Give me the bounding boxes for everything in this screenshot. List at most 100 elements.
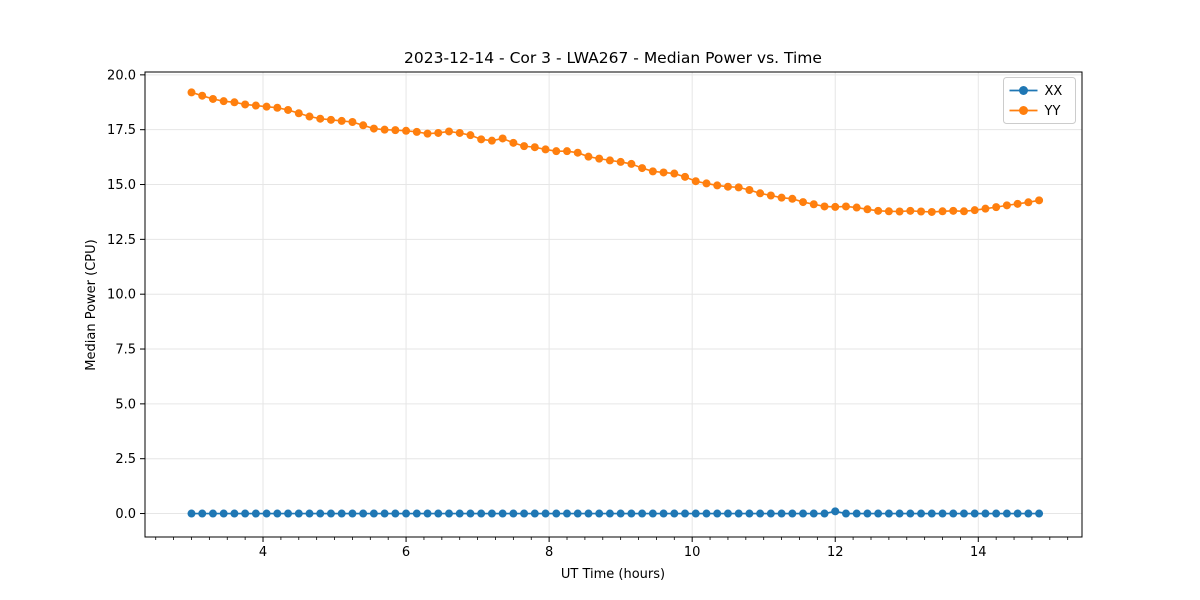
- yy-series-point: [670, 169, 679, 178]
- xx-series-point: [530, 509, 539, 518]
- yy-series-point: [766, 191, 775, 200]
- chart-title: 2023-12-14 - Cor 3 - LWA267 - Median Pow…: [404, 49, 822, 67]
- yy-series-point: [595, 154, 604, 163]
- xx-series-point: [369, 509, 378, 518]
- yy-series-point: [906, 206, 915, 215]
- legend-xx-label: XX: [1045, 84, 1063, 99]
- yy-series-point: [949, 206, 958, 215]
- xx-series-point: [691, 509, 700, 518]
- yy-series-point: [713, 181, 722, 190]
- yy-series-point: [466, 131, 475, 140]
- xx-series-point: [187, 509, 196, 518]
- xx-series-point: [541, 509, 550, 518]
- x-tick-label: 12: [827, 545, 844, 560]
- yy-series-point: [659, 168, 668, 177]
- yy-series-point: [273, 103, 282, 112]
- xx-series-point: [949, 509, 958, 518]
- yy-series-point: [927, 207, 936, 216]
- yy-series-point: [326, 115, 335, 124]
- xx-series-point: [852, 509, 861, 518]
- x-tick-label: 10: [684, 545, 701, 560]
- x-axis-label: UT Time (hours): [561, 567, 665, 582]
- yy-series-point: [702, 179, 711, 188]
- yy-series-point: [841, 202, 850, 211]
- xx-series-point: [380, 509, 389, 518]
- yy-series-point: [981, 204, 990, 213]
- yy-series-point: [1024, 198, 1033, 207]
- y-tick-label: 7.5: [115, 343, 136, 358]
- yy-series-point: [455, 128, 464, 137]
- xx-series-point: [251, 509, 260, 518]
- xx-series-point: [412, 509, 421, 518]
- y-tick-label: 5.0: [115, 397, 136, 412]
- legend-box: [1003, 77, 1076, 124]
- yy-series-point: [959, 207, 968, 216]
- xx-series-point: [927, 509, 936, 518]
- yy-series-point: [648, 167, 657, 176]
- xx-series-point: [455, 509, 464, 518]
- yy-series-line: [191, 91, 1040, 213]
- yy-series-point: [573, 148, 582, 157]
- xx-series-point: [959, 509, 968, 518]
- yy-series-point: [423, 129, 432, 138]
- yy-series-point: [777, 193, 786, 202]
- yy-series-point: [627, 159, 636, 168]
- yy-series-point: [938, 207, 947, 216]
- yy-series-point: [563, 147, 572, 156]
- yy-series-point: [230, 98, 239, 107]
- xx-series-point: [198, 509, 207, 518]
- yy-series-point: [756, 189, 765, 198]
- xx-series-point: [659, 509, 668, 518]
- xx-series-point: [863, 509, 872, 518]
- xx-series-point: [1035, 509, 1044, 518]
- yy-series-point: [1002, 201, 1011, 210]
- yy-series-point: [970, 206, 979, 215]
- xx-series-point: [799, 509, 808, 518]
- xx-series-point: [1024, 509, 1033, 518]
- x-tick-label: 4: [259, 545, 267, 560]
- yy-series-point: [992, 203, 1001, 212]
- yy-series-point: [359, 121, 368, 130]
- xx-series-point: [670, 509, 679, 518]
- yy-series-point: [1035, 196, 1044, 205]
- plot-border: [144, 71, 1083, 538]
- yy-series-point: [863, 205, 872, 214]
- legend-yy-marker: [1019, 106, 1028, 115]
- yy-series-point: [198, 91, 207, 100]
- y-tick-label: 10.0: [107, 288, 136, 303]
- xx-series-point: [616, 509, 625, 518]
- yy-series-point: [487, 136, 496, 145]
- xx-series-point: [841, 509, 850, 518]
- yy-series-point: [809, 200, 818, 209]
- xx-series-point: [713, 509, 722, 518]
- xx-series-point: [745, 509, 754, 518]
- legend-xx-marker: [1019, 86, 1028, 95]
- yy-series-point: [477, 135, 486, 144]
- xx-series-point: [573, 509, 582, 518]
- yy-series-point: [530, 143, 539, 152]
- yy-series-point: [380, 125, 389, 134]
- xx-series-point: [563, 509, 572, 518]
- yy-series-point: [262, 102, 271, 111]
- xx-series-point: [605, 509, 614, 518]
- y-axis-label: Median Power (CPU): [84, 239, 99, 370]
- xx-series-point: [627, 509, 636, 518]
- x-tick-label: 6: [402, 545, 410, 560]
- xx-series-point: [595, 509, 604, 518]
- xx-series-point: [348, 509, 357, 518]
- yy-series-point: [874, 206, 883, 215]
- xx-series-point: [992, 509, 1001, 518]
- xx-series-point: [884, 509, 893, 518]
- xx-series-point: [316, 509, 325, 518]
- xx-series-point: [552, 509, 561, 518]
- yy-series-point: [316, 114, 325, 123]
- xx-series-point: [584, 509, 593, 518]
- xx-series-point: [917, 509, 926, 518]
- yy-series-point: [852, 203, 861, 212]
- yy-series-point: [895, 207, 904, 216]
- xx-series-point: [273, 509, 282, 518]
- yy-series-point: [745, 186, 754, 195]
- xx-series-point: [756, 509, 765, 518]
- xx-series-point: [219, 509, 228, 518]
